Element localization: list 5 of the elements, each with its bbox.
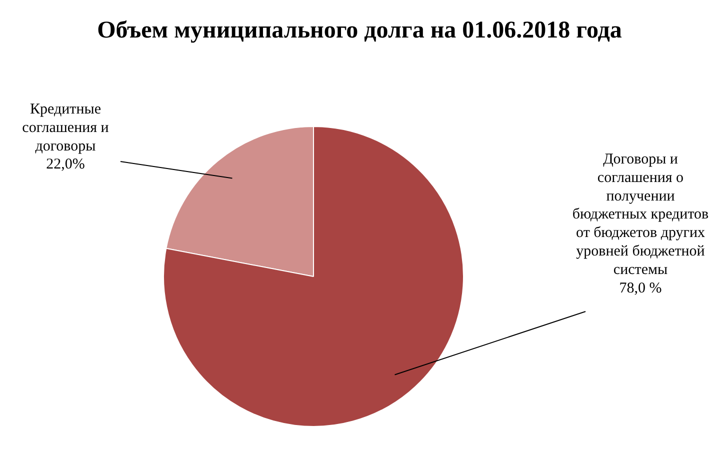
data-label: 22,0% bbox=[46, 156, 85, 173]
chart-title: Объем муниципального долга на 01.06.2018 года bbox=[97, 18, 622, 44]
data-label: 78,0 % bbox=[619, 280, 662, 296]
slice-label: Договоры и соглашения о получении бюджетных кредитов от бюджетов других уровней бюджетной системы bbox=[572, 152, 709, 278]
slice-label: Кредитные соглашения и договоры bbox=[22, 102, 109, 154]
